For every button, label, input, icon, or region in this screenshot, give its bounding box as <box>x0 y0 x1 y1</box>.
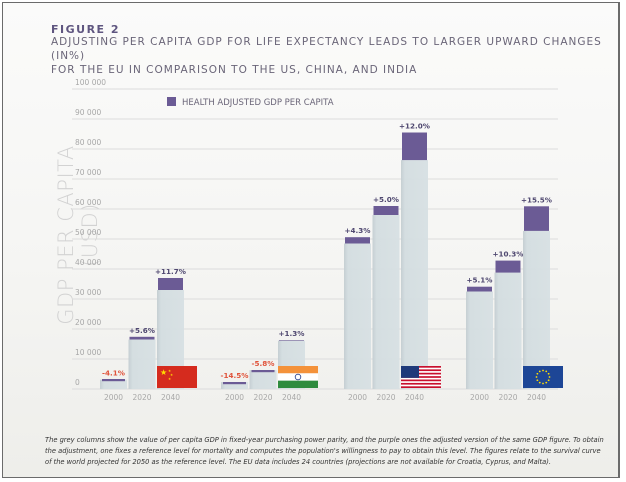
flag-star-icon <box>538 370 541 373</box>
legend-swatch <box>167 97 176 106</box>
x-tick-label: 2000 <box>348 393 367 402</box>
flag-star-icon <box>548 376 551 378</box>
x-tick-label: 2040 <box>527 393 546 402</box>
title-line-1: ADJUSTING PER CAPITA GDP FOR LIFE EXPECT… <box>51 36 602 62</box>
eu-flag <box>523 366 563 388</box>
health-adjusted-bar <box>279 340 304 341</box>
x-tick-label: 2020 <box>253 393 272 402</box>
x-tick-label: 2020 <box>376 393 395 402</box>
x-tick-label: 2000 <box>470 393 489 402</box>
india-flag <box>278 366 318 374</box>
health-adjusted-bar <box>223 382 246 385</box>
x-tick-label: 2020 <box>498 393 517 402</box>
change-label: +5.0% <box>373 195 399 204</box>
change-label: +12.0% <box>399 122 430 131</box>
flag-star-icon: ★ <box>160 368 167 377</box>
flag-stripe <box>278 373 318 381</box>
y-tick-label: 90 000 <box>75 108 101 117</box>
change-label: +15.5% <box>521 195 552 204</box>
y-tick-label: 0 <box>75 378 80 387</box>
gdp-bar <box>100 379 127 389</box>
health-adjusted-bar <box>524 206 549 231</box>
flag-stripe <box>401 372 441 375</box>
gdp-bar <box>221 382 248 389</box>
health-adjusted-bar <box>402 132 427 161</box>
gdp-bar <box>466 291 493 389</box>
flag-star-icon <box>545 370 548 373</box>
flag-stripe <box>401 366 441 368</box>
figure-caption: The grey columns show the value of per c… <box>45 436 604 466</box>
gdp-bar <box>249 370 277 389</box>
change-label: +11.7% <box>155 267 186 276</box>
chakra-icon <box>294 373 302 381</box>
legend-label: HEALTH ADJUSTED GDP PER CAPITA <box>182 98 334 108</box>
flag-star-icon: ★ <box>168 377 171 381</box>
change-label: +1.3% <box>279 329 305 338</box>
flag-stripe <box>401 369 441 372</box>
flag-star-icon <box>536 372 539 375</box>
title-line-2: FOR THE EU IN COMPARISON TO THE US, CHIN… <box>51 64 418 76</box>
health-adjusted-bar <box>467 286 492 292</box>
x-tick-label: 2040 <box>405 393 424 402</box>
china-flag <box>157 366 197 388</box>
flag-star-icon <box>547 379 550 382</box>
y-tick-label: 70 000 <box>75 168 101 177</box>
health-adjusted-bar <box>251 370 275 373</box>
health-adjusted-bar <box>373 206 399 215</box>
y-tick-label: 80 000 <box>75 138 101 147</box>
y-tick-label: 40 000 <box>75 258 101 267</box>
x-tick-label: 2040 <box>282 393 301 402</box>
y-tick-label: 20 000 <box>75 318 101 327</box>
health-adjusted-bar <box>495 260 521 273</box>
flag-canton <box>401 366 419 378</box>
change-label: +5.1% <box>467 276 493 285</box>
flag-star-icon <box>542 369 544 372</box>
flag-star-icon <box>547 372 550 375</box>
change-label: -4.1% <box>102 369 125 378</box>
flag-stripe <box>278 380 318 388</box>
gdp-bar <box>401 160 428 389</box>
health-adjusted-bar <box>102 379 125 382</box>
gdp-bar <box>494 272 522 389</box>
change-label: +5.6% <box>129 326 155 335</box>
flag-stripe <box>401 376 441 378</box>
x-tick-label: 2020 <box>132 393 151 402</box>
gdp-bar <box>523 230 550 389</box>
flag-star-icon: ★ <box>170 373 173 377</box>
y-tick-label: 30 000 <box>75 288 101 297</box>
flag-star-icon <box>545 381 548 384</box>
flag-star-icon: ★ <box>168 369 171 373</box>
flag-star-icon <box>536 379 539 382</box>
figure-title: ADJUSTING PER CAPITA GDP FOR LIFE EXPECT… <box>51 35 611 77</box>
flag-stripe <box>401 379 441 382</box>
x-tick-label: 2000 <box>225 393 244 402</box>
figure-label: FIGURE 2 <box>51 23 121 36</box>
figure-frame: FIGURE 2 ADJUSTING PER CAPITA GDP FOR LI… <box>2 2 620 478</box>
gdp-bar <box>128 339 156 389</box>
y-tick-label: 50 000 <box>75 228 101 237</box>
flag-star-icon <box>535 376 538 378</box>
flag-stripe <box>401 386 441 388</box>
y-tick-label: 60 000 <box>75 198 101 207</box>
health-adjusted-bar <box>158 278 183 290</box>
health-adjusted-bar <box>129 336 155 340</box>
y-tick-label: 10 000 <box>75 348 101 357</box>
change-label: +4.3% <box>345 226 371 235</box>
flag-star-icon <box>542 382 544 385</box>
gdp-bar <box>344 243 371 389</box>
flag-stripe <box>401 382 441 385</box>
y-tick-label: 100 000 <box>75 78 106 87</box>
x-tick-label: 2040 <box>161 393 180 402</box>
flag-star-icon <box>538 381 541 384</box>
x-tick-label: 2000 <box>104 393 123 402</box>
health-adjusted-bar <box>345 237 370 244</box>
change-label: -14.5% <box>221 371 249 380</box>
gdp-bar <box>372 215 400 389</box>
change-label: -5.8% <box>252 359 275 368</box>
change-label: +10.3% <box>493 250 524 259</box>
